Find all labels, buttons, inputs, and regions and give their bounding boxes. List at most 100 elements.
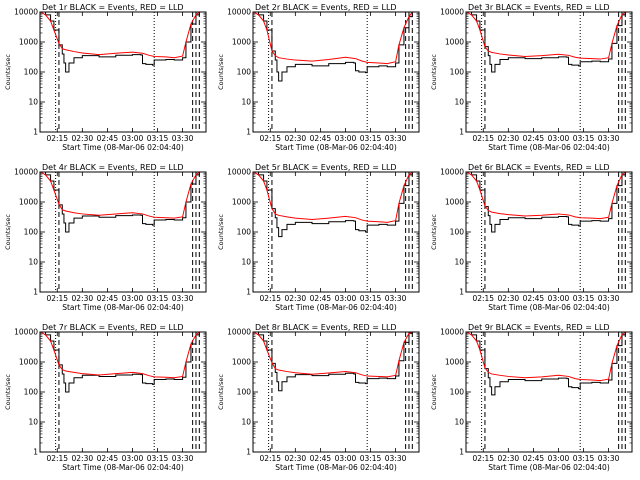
y-tick-label: 10 [28, 418, 38, 427]
chart-panel-6: Det 6r BLACK = Events, RED = LLD 1 10 100 10… [426, 160, 639, 320]
y-tick-label: 1000 [232, 198, 251, 207]
y-tick-label: 1000 [232, 38, 251, 47]
series-line-lld [40, 172, 203, 219]
y-tick-label: 1 [33, 448, 38, 457]
x-tick-label: 02:15 [472, 134, 494, 143]
x-axis-label: Start Time (08-Mar-06 02:04:40) [275, 463, 397, 472]
series-line-events [253, 12, 416, 82]
y-tick-label: 10 [454, 98, 464, 107]
chart-title: Det 2r BLACK = Events, RED = LLD [255, 3, 397, 12]
y-tick-label: 1000 [445, 38, 464, 47]
x-tick-label: 02:15 [259, 294, 281, 303]
chart-title: Det 1r BLACK = Events, RED = LLD [42, 3, 184, 12]
x-tick-label: 02:30 [498, 134, 520, 143]
x-tick-label: 02:45 [523, 134, 545, 143]
x-tick-label: 02:30 [498, 454, 520, 463]
x-tick-label: 02:45 [523, 454, 545, 463]
x-axis-label: Start Time (08-Mar-06 02:04:40) [62, 303, 184, 312]
plot-frame [465, 171, 633, 293]
x-tick-label: 02:30 [72, 454, 94, 463]
y-tick-label: 1000 [232, 358, 251, 367]
y-axis-label: Counts/sec [4, 214, 12, 250]
x-tick-label: 03:00 [122, 454, 144, 463]
x-tick-label: 02:15 [472, 294, 494, 303]
plot-frame [39, 11, 207, 133]
y-tick-label: 1 [459, 288, 464, 297]
x-tick-label: 02:45 [310, 294, 332, 303]
x-tick-label: 02:45 [97, 454, 119, 463]
y-axis-label: Counts/sec [4, 54, 12, 90]
chart-title: Det 8r BLACK = Events, RED = LLD [255, 323, 397, 332]
x-tick-label: 02:30 [72, 294, 94, 303]
series-line-lld [466, 12, 629, 60]
y-axis-label: Counts/sec [430, 214, 438, 250]
y-tick-label: 1000 [445, 358, 464, 367]
x-tick-label: 03:15 [573, 134, 595, 143]
y-tick-label: 10000 [14, 328, 38, 337]
y-tick-label: 1000 [19, 198, 38, 207]
chart-panel-2: Det 2r BLACK = Events, RED = LLD 1 10 100 10… [213, 0, 426, 160]
y-tick-label: 1000 [19, 358, 38, 367]
chart-svg-6: Det 6r BLACK = Events, RED = LLD 1 10 100 10… [430, 163, 633, 312]
y-tick-label: 1 [459, 448, 464, 457]
series-line-lld [466, 332, 629, 382]
chart-svg-9: Det 9r BLACK = Events, RED = LLD 1 10 100 10… [430, 323, 633, 472]
y-tick-label: 10 [241, 258, 251, 267]
chart-svg-5: Det 5r BLACK = Events, RED = LLD 1 10 100 10… [217, 163, 420, 312]
y-tick-label: 1 [246, 128, 251, 137]
x-axis-label: Start Time (08-Mar-06 02:04:40) [62, 463, 184, 472]
x-tick-label: 03:15 [147, 454, 169, 463]
plot-frame [465, 331, 633, 453]
y-tick-label: 10000 [440, 328, 464, 337]
x-tick-label: 02:45 [97, 134, 119, 143]
series-line-events [40, 172, 203, 233]
chart-panel-4: Det 4r BLACK = Events, RED = LLD 1 10 100 10… [0, 160, 213, 320]
y-tick-label: 100 [450, 388, 465, 397]
y-tick-label: 1 [459, 128, 464, 137]
y-axis-label: Counts/sec [430, 54, 438, 90]
y-tick-label: 1 [33, 128, 38, 137]
x-tick-label: 02:30 [285, 294, 307, 303]
y-tick-label: 100 [24, 388, 39, 397]
y-tick-label: 10000 [14, 168, 38, 177]
x-tick-label: 03:30 [385, 134, 407, 143]
y-axis-label: Counts/sec [4, 374, 12, 410]
series-line-lld [40, 12, 203, 59]
chart-title: Det 3r BLACK = Events, RED = LLD [468, 3, 610, 12]
x-tick-label: 03:30 [172, 294, 194, 303]
series-line-lld [253, 12, 416, 65]
plot-frame [39, 171, 207, 293]
plot-frame [252, 331, 420, 453]
y-tick-label: 100 [24, 228, 39, 237]
x-axis-label: Start Time (08-Mar-06 02:04:40) [275, 143, 397, 152]
chart-panel-3: Det 3r BLACK = Events, RED = LLD 1 10 100 10… [426, 0, 639, 160]
chart-svg-2: Det 2r BLACK = Events, RED = LLD 1 10 100 10… [217, 3, 420, 152]
x-tick-label: 02:15 [46, 294, 68, 303]
y-tick-label: 100 [237, 228, 252, 237]
chart-panel-8: Det 8r BLACK = Events, RED = LLD 1 10 100 10… [213, 320, 426, 480]
y-axis-label: Counts/sec [217, 54, 225, 90]
y-tick-label: 100 [237, 388, 252, 397]
x-tick-label: 03:30 [598, 454, 620, 463]
y-tick-label: 10 [241, 418, 251, 427]
x-tick-label: 03:00 [548, 454, 570, 463]
chart-svg-3: Det 3r BLACK = Events, RED = LLD 1 10 100 10… [430, 3, 633, 152]
x-axis-label: Start Time (08-Mar-06 02:04:40) [488, 463, 610, 472]
x-tick-label: 02:45 [97, 294, 119, 303]
x-tick-label: 03:15 [147, 134, 169, 143]
plot-frame [252, 11, 420, 133]
x-tick-label: 03:15 [360, 294, 382, 303]
series-line-events [253, 332, 416, 392]
series-line-events [466, 172, 629, 233]
y-tick-label: 10000 [227, 8, 251, 17]
x-tick-label: 03:00 [548, 294, 570, 303]
x-tick-label: 03:15 [573, 454, 595, 463]
y-tick-label: 10 [28, 98, 38, 107]
y-tick-label: 10 [28, 258, 38, 267]
series-line-lld [253, 332, 416, 378]
chart-title: Det 4r BLACK = Events, RED = LLD [42, 163, 184, 172]
x-tick-label: 02:30 [498, 294, 520, 303]
y-tick-label: 100 [450, 228, 465, 237]
x-tick-label: 03:15 [147, 294, 169, 303]
series-line-events [40, 332, 203, 393]
